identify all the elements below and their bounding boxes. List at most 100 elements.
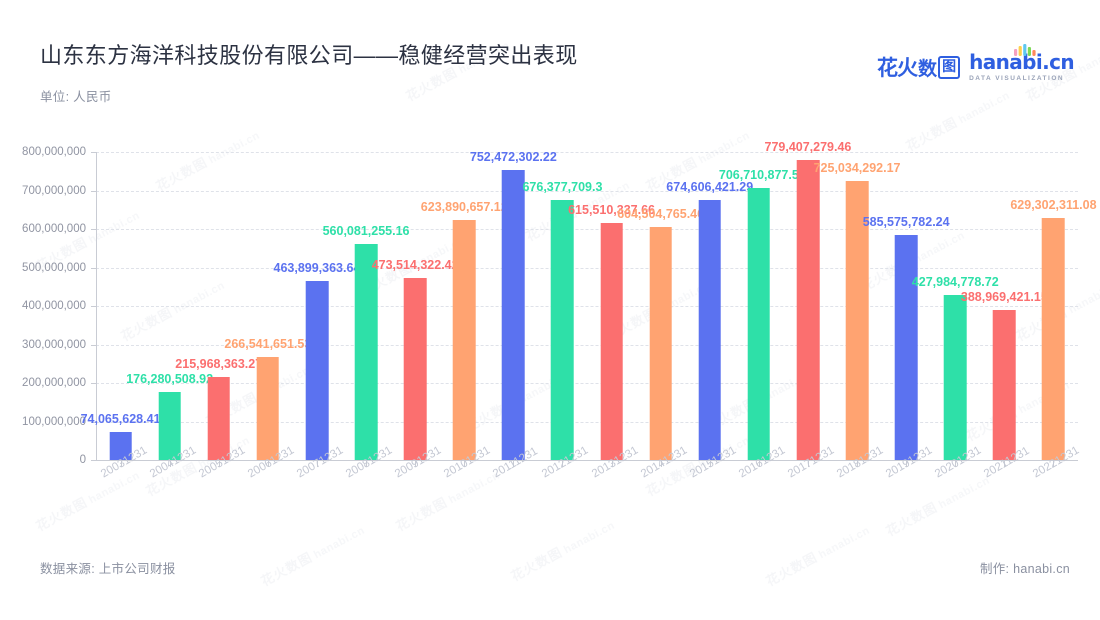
- bar-value-label: 215,968,363.27: [175, 356, 263, 371]
- bar[interactable]: [158, 392, 181, 460]
- y-axis-tick-label: 200,000,000: [22, 377, 86, 389]
- bar-slot[interactable]: 674,606,421.29: [666, 152, 753, 460]
- x-axis-tick-mark: [169, 461, 171, 467]
- bar-value-label: 388,969,421.15: [960, 290, 1048, 305]
- bar-value-label: 585,575,782.24: [862, 214, 950, 229]
- y-axis-tick-mark: [91, 421, 96, 423]
- gridline: [96, 152, 1078, 153]
- y-axis-tick-label: 400,000,000: [22, 300, 86, 312]
- bar-value-label: 473,514,322.42: [371, 257, 459, 272]
- bar[interactable]: [109, 431, 132, 460]
- bar-slot[interactable]: 215,968,363.27: [175, 152, 262, 460]
- data-source-label: 数据来源: 上市公司财报: [40, 562, 176, 576]
- bar-slot[interactable]: 629,302,311.08: [1010, 152, 1097, 460]
- logo-tagline: DATA VISUALIZATION: [969, 75, 1065, 82]
- y-axis-tick-label: 500,000,000: [22, 261, 86, 274]
- x-axis-tick-mark: [955, 461, 957, 467]
- bar[interactable]: [305, 281, 329, 460]
- bar[interactable]: [256, 357, 280, 460]
- bar-slot[interactable]: 463,899,363.64: [273, 152, 360, 460]
- bar-value-label: 676,377,709.3: [522, 179, 603, 194]
- bar[interactable]: [354, 244, 378, 460]
- bar-value-label: 463,899,363.64: [273, 261, 361, 276]
- gridline: [96, 267, 1078, 269]
- bar[interactable]: [502, 170, 525, 460]
- gridline: [96, 344, 1078, 346]
- y-axis-line: [96, 152, 97, 461]
- unit-label: 单位: 人民币: [40, 90, 112, 104]
- y-axis-tick-label: 600,000,000: [22, 223, 86, 235]
- y-axis-tick-label: 100,000,000: [22, 415, 86, 428]
- bar-value-label: 266,541,651.53: [224, 337, 312, 352]
- x-axis-tick-mark: [709, 461, 711, 467]
- bar-value-label: 674,606,421.29: [666, 180, 754, 195]
- page-title: 山东东方海洋科技股份有限公司——稳健经营突出表现: [40, 43, 578, 68]
- bar-slot[interactable]: 706,710,877.5: [719, 152, 799, 460]
- x-axis-tick-mark: [562, 461, 564, 467]
- y-axis-tick-mark: [91, 306, 96, 307]
- x-axis-tick-mark: [218, 461, 220, 467]
- logo-text-huahuo: 花火: [877, 56, 918, 80]
- bar-series: 74,065,628.41 176,280,508.92 215,968,363.2…: [81, 140, 1097, 460]
- x-axis-tick-mark: [267, 461, 269, 467]
- bar-slot[interactable]: 473,514,322.42: [372, 152, 459, 460]
- bar[interactable]: [600, 223, 623, 460]
- x-axis-tick-mark: [1004, 461, 1006, 467]
- bar-slot[interactable]: 427,984,778.72: [912, 152, 999, 460]
- bar-value-label: 706,710,877.5: [718, 167, 799, 182]
- bar-slot[interactable]: 779,407,279.46: [764, 140, 851, 460]
- bar-slot[interactable]: 676,377,709.3: [522, 152, 602, 460]
- gridline: [96, 306, 1078, 307]
- bar[interactable]: [943, 295, 967, 460]
- logo-english: hanabi.cn DATA VISUALIZATION: [969, 44, 1075, 82]
- bar[interactable]: [403, 277, 427, 460]
- x-axis-line: [96, 460, 1078, 461]
- gridlines: [96, 152, 1078, 460]
- x-axis-tick-mark: [758, 461, 760, 467]
- bar-value-label: 725,034,292.17: [813, 160, 901, 175]
- bar[interactable]: [993, 310, 1016, 460]
- bar-slot[interactable]: 752,472,302.22: [470, 150, 557, 460]
- bar-slot[interactable]: 604,504,765.46: [617, 152, 704, 460]
- y-axis-tick-mark: [91, 190, 96, 192]
- x-axis-tick-mark: [316, 461, 318, 467]
- bar-slot[interactable]: 615,510,337.66: [568, 152, 655, 460]
- bar[interactable]: [698, 200, 722, 460]
- gridline: [96, 190, 1078, 192]
- bar[interactable]: [207, 376, 231, 460]
- x-axis-tick-mark: [611, 461, 613, 467]
- x-axis-tick-mark: [415, 461, 417, 467]
- bar-slot[interactable]: 74,065,628.41: [81, 152, 161, 460]
- bar-slot[interactable]: 585,575,782.24: [863, 152, 950, 460]
- bar-slot[interactable]: 176,280,508.92: [126, 152, 213, 460]
- bar-slot[interactable]: 266,541,651.53: [224, 152, 311, 460]
- logo-text-tu: 图: [938, 55, 961, 79]
- x-axis-tick-mark: [464, 461, 466, 467]
- x-axis-tick-mark: [366, 461, 368, 467]
- bar-value-label: 752,472,302.22: [469, 150, 557, 165]
- bar[interactable]: [845, 180, 869, 460]
- bar[interactable]: [894, 234, 918, 460]
- bar-value-label: 623,890,657.12: [420, 199, 508, 214]
- bar[interactable]: [796, 159, 820, 460]
- bar[interactable]: [551, 199, 574, 460]
- logo-hanabi-text: hanabi.cn: [969, 50, 1075, 74]
- bar-slot[interactable]: 388,969,421.15: [961, 152, 1048, 460]
- logo-text-shu: 数: [918, 57, 937, 80]
- y-axis-tick-label: 700,000,000: [22, 184, 86, 197]
- bar[interactable]: [1042, 217, 1065, 460]
- bar-value-label: 604,504,765.46: [617, 207, 705, 222]
- bar-slot[interactable]: 623,890,657.12: [421, 152, 508, 460]
- y-axis-tick-mark: [91, 344, 96, 346]
- bar-slot[interactable]: 725,034,292.17: [814, 152, 900, 460]
- x-axis-tick-mark: [513, 461, 515, 467]
- bar-value-label: 629,302,311.08: [1010, 197, 1097, 212]
- hanabi-logo: 花火 数 图 hanabi.cn DATA VISUALIZATION: [877, 44, 1075, 82]
- x-axis-tick-mark: [857, 461, 859, 467]
- bar[interactable]: [452, 219, 476, 460]
- bar[interactable]: [747, 187, 771, 460]
- gridline: [96, 383, 1078, 384]
- bar-slot[interactable]: 560,081,255.16: [323, 152, 409, 460]
- bar[interactable]: [649, 227, 672, 460]
